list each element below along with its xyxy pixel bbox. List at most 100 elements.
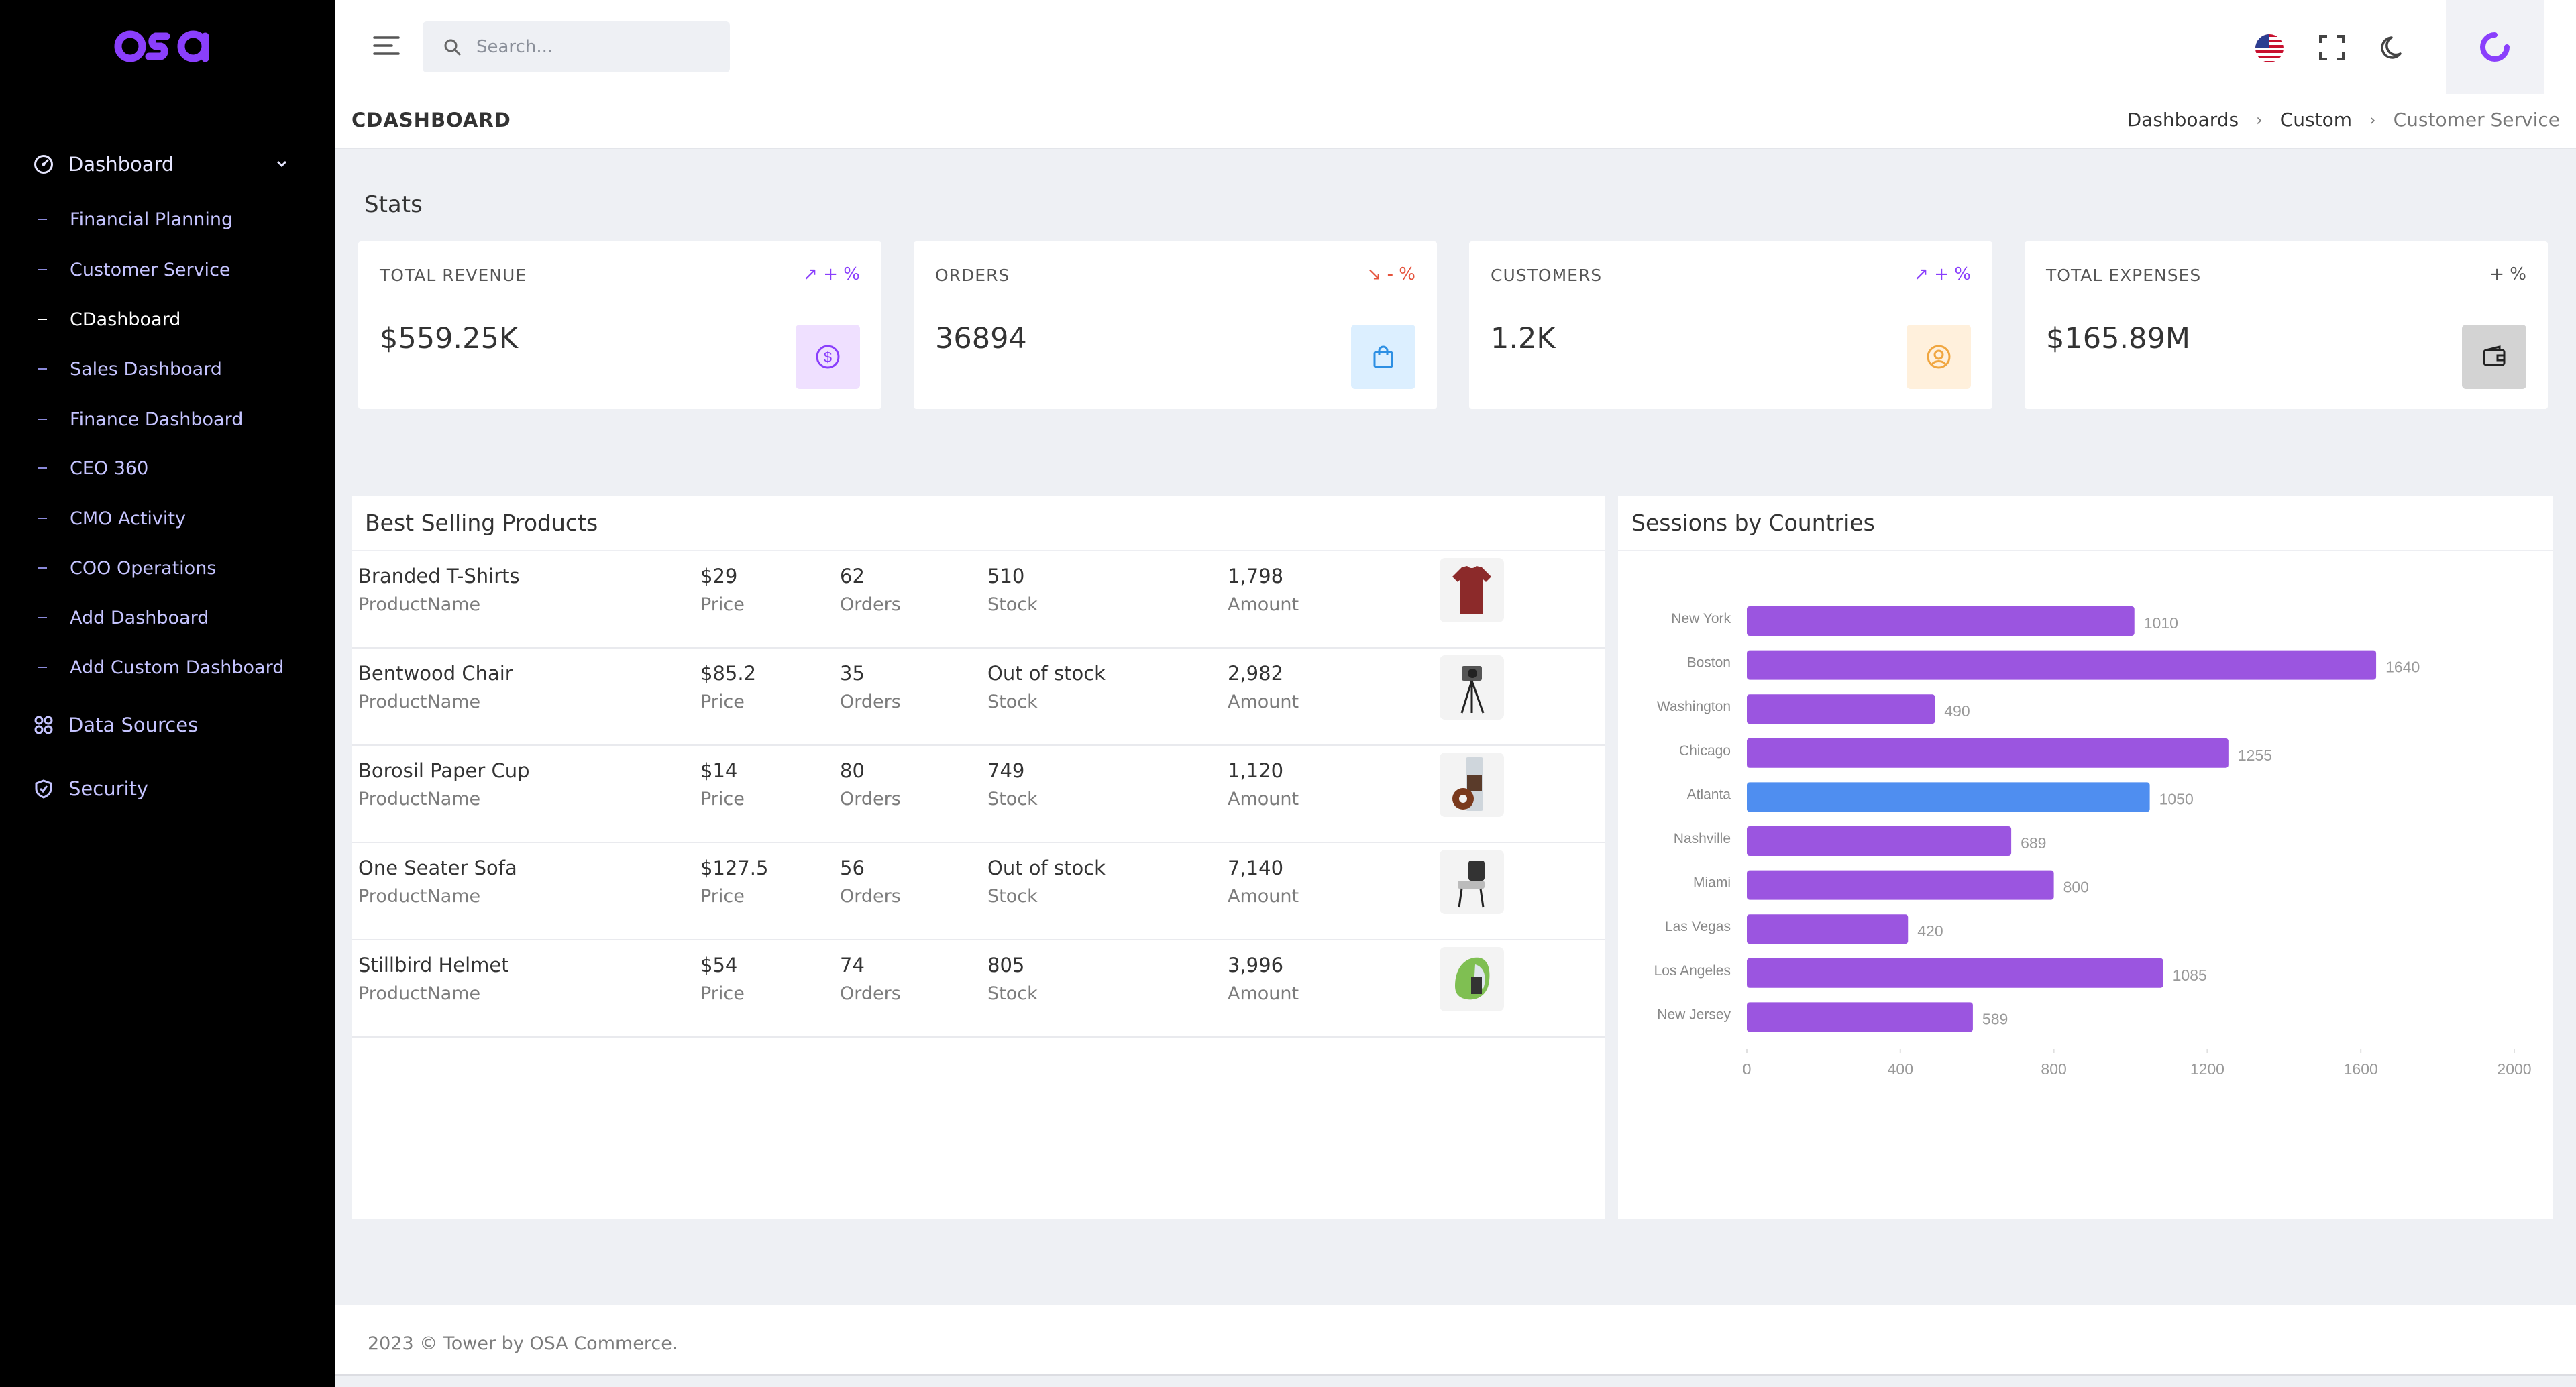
column-label: Stock [987,886,1038,907]
tick-label: 2000 [2497,1060,2531,1078]
sidebar-item-label: Add Dashboard [70,607,209,628]
data-label: 1640 [2385,659,2420,676]
column-label: Orders [840,691,901,712]
category-label: Washington [1657,699,1731,714]
search-input[interactable] [476,37,718,57]
stat-value: 1.2K [1491,322,1556,355]
table-row[interactable]: One Seater Sofa ProductName $127.5 Price 5… [352,843,1605,940]
sidebar-item-label: Data Sources [68,714,199,736]
osa-logo[interactable] [114,25,218,67]
profile-logo-icon [2480,32,2510,62]
sidebar-item-finance-dashboard[interactable]: Finance Dashboard [38,402,319,436]
table-row[interactable]: Bentwood Chair ProductName $85.2 Price 35 O… [352,649,1605,746]
profile-button[interactable] [2446,0,2544,94]
breadcrumb-custom[interactable]: Custom [2279,109,2352,131]
data-label: 800 [2063,879,2089,896]
dash-icon [38,467,47,469]
bar [1747,650,2377,680]
moon-icon[interactable] [2380,34,2408,62]
data-label: 1085 [2173,966,2207,984]
sidebar-item-cmo-activity[interactable]: CMO Activity [38,502,319,535]
sidebar-item-add-dashboard[interactable]: Add Dashboard [38,601,319,634]
divider [1618,550,2553,551]
product-stock: 510 [987,565,1025,588]
stat-label: TOTAL EXPENSES [2046,266,2202,285]
camera-tripod-image [1440,655,1504,720]
sidebar-item-label: Finance Dashboard [70,408,244,430]
column-label: Orders [840,789,901,810]
chevron-down-icon[interactable] [274,154,290,176]
sidebar-item-security[interactable]: Security [32,769,314,809]
column-label: Amount [1228,886,1299,907]
sidebar-item-financial-planning[interactable]: Financial Planning [38,203,319,236]
category-label: Nashville [1674,831,1731,846]
stat-trend: + % [2489,264,2526,284]
product-name: Branded T-Shirts [358,565,520,588]
sidebar-item-sales-dashboard[interactable]: Sales Dashboard [38,352,319,386]
stat-card-total-expenses: TOTAL EXPENSES + % $165.89M [2025,241,2548,409]
product-orders: 56 [840,856,865,879]
stat-trend-value: + % [1934,264,1971,284]
search-icon [444,39,461,56]
column-label: Price [700,789,745,810]
menu-icon[interactable] [373,35,400,56]
fullscreen-icon[interactable] [2318,34,2346,62]
stats-title: Stats [364,191,423,218]
dash-icon [38,617,47,618]
user-circle-icon [1907,325,1971,389]
us-flag-icon[interactable] [2255,34,2284,62]
sidebar-item-ceo-360[interactable]: CEO 360 [38,451,319,485]
column-label: Price [700,983,745,1004]
bar [1747,606,2135,636]
data-label: 589 [1982,1010,2008,1028]
category-label: Chicago [1679,743,1731,759]
tick-label: 1200 [2190,1060,2224,1078]
category-label: Boston [1687,655,1731,671]
sessions-bar-chart: New York 1010 Boston 1640 Washington 490 Chica… [1654,606,2532,1078]
tick-label: 0 [1743,1060,1752,1078]
stat-value: $559.25K [380,322,519,355]
search-box[interactable] [423,21,730,72]
table-row[interactable]: Stillbird Helmet ProductName $54 Price 74 O… [352,940,1605,1038]
product-price: $14 [700,759,738,782]
sidebar-item-data-sources[interactable]: Data Sources [32,705,314,745]
column-label: Orders [840,983,901,1004]
sidebar-item-label: CEO 360 [70,457,149,479]
stat-label: TOTAL REVENUE [380,266,527,285]
product-name: Bentwood Chair [358,662,513,685]
cup-image [1440,753,1504,817]
sidebar-item-label: Dashboard [68,153,174,176]
category-label: New York [1671,611,1731,626]
data-label: 689 [2021,834,2046,852]
column-label: Stock [987,789,1038,810]
product-amount: 2,982 [1228,662,1284,685]
breadcrumb-dashboards[interactable]: Dashboards [2127,109,2239,131]
sidebar-item-label: Security [68,777,149,800]
bar [1747,1002,1973,1032]
product-orders: 74 [840,954,865,977]
product-price: $127.5 [700,856,769,879]
bar [1747,914,1909,944]
product-name: Stillbird Helmet [358,954,509,977]
chair-image [1440,850,1504,914]
gauge-icon [32,153,55,176]
product-stock: Out of stock [987,856,1106,879]
dash-icon [38,368,47,370]
sidebar-item-add-custom-dashboard[interactable]: Add Custom Dashboard [38,651,319,684]
stat-trend: ↗ + % [1914,264,1971,284]
arrow-up-right-icon: ↗ [803,264,818,284]
sidebar-item-cdashboard[interactable]: CDashboard [38,302,319,336]
category-label: New Jersey [1657,1007,1731,1022]
sidebar-item-dashboard[interactable]: Dashboard [32,144,314,184]
dash-icon [38,319,47,320]
sidebar-item-coo-operations[interactable]: COO Operations [38,551,319,585]
wallet-icon [2462,325,2526,389]
table-row[interactable]: Branded T-Shirts ProductName $29 Price 62 O… [352,551,1605,649]
page-title: CDASHBOARD [352,109,511,131]
tshirt-image [1440,558,1504,622]
stat-label: ORDERS [935,266,1010,285]
product-amount: 1,120 [1228,759,1284,782]
sidebar-item-customer-service[interactable]: Customer Service [38,253,319,286]
table-row[interactable]: Borosil Paper Cup ProductName $14 Price 80… [352,746,1605,843]
dash-icon [38,219,47,220]
